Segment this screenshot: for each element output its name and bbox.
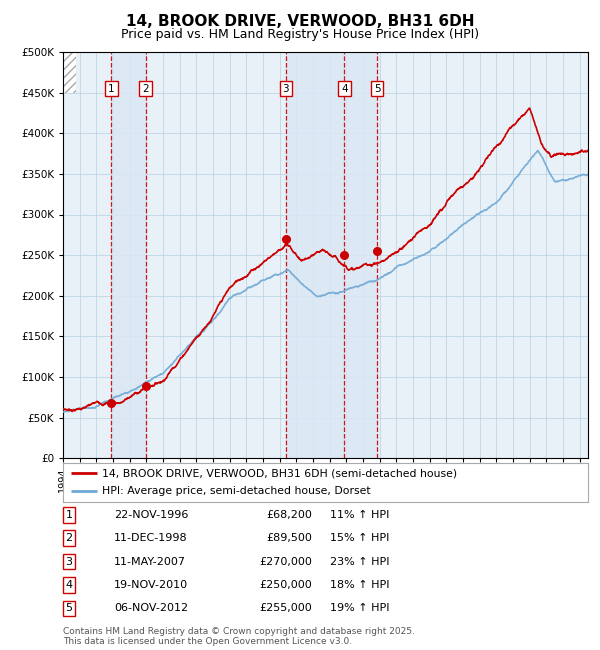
Text: 23% ↑ HPI: 23% ↑ HPI <box>330 556 389 567</box>
Text: 06-NOV-2012: 06-NOV-2012 <box>114 603 188 614</box>
Text: 2: 2 <box>142 84 149 94</box>
Bar <box>344 52 377 458</box>
Text: 11-DEC-1998: 11-DEC-1998 <box>114 533 188 543</box>
Text: 19% ↑ HPI: 19% ↑ HPI <box>330 603 389 614</box>
Bar <box>112 52 146 458</box>
Text: 4: 4 <box>341 84 347 94</box>
Bar <box>63 52 76 92</box>
Text: 19-NOV-2010: 19-NOV-2010 <box>114 580 188 590</box>
Text: 15% ↑ HPI: 15% ↑ HPI <box>330 533 389 543</box>
Text: 18% ↑ HPI: 18% ↑ HPI <box>330 580 389 590</box>
Text: 2: 2 <box>65 533 73 543</box>
Text: 4: 4 <box>65 580 73 590</box>
Text: £250,000: £250,000 <box>259 580 312 590</box>
Text: 5: 5 <box>374 84 380 94</box>
Text: This data is licensed under the Open Government Licence v3.0.: This data is licensed under the Open Gov… <box>63 637 352 646</box>
Text: £270,000: £270,000 <box>259 556 312 567</box>
Text: 1: 1 <box>65 510 73 520</box>
Text: 22-NOV-1996: 22-NOV-1996 <box>114 510 188 520</box>
Text: 14, BROOK DRIVE, VERWOOD, BH31 6DH (semi-detached house): 14, BROOK DRIVE, VERWOOD, BH31 6DH (semi… <box>103 469 458 478</box>
Text: £68,200: £68,200 <box>266 510 312 520</box>
Text: 3: 3 <box>283 84 289 94</box>
Text: 11-MAY-2007: 11-MAY-2007 <box>114 556 186 567</box>
Text: 1: 1 <box>108 84 115 94</box>
Text: 14, BROOK DRIVE, VERWOOD, BH31 6DH: 14, BROOK DRIVE, VERWOOD, BH31 6DH <box>126 14 474 29</box>
Text: Contains HM Land Registry data © Crown copyright and database right 2025.: Contains HM Land Registry data © Crown c… <box>63 627 415 636</box>
Text: HPI: Average price, semi-detached house, Dorset: HPI: Average price, semi-detached house,… <box>103 486 371 496</box>
Text: £89,500: £89,500 <box>266 533 312 543</box>
Bar <box>286 52 344 458</box>
Text: £255,000: £255,000 <box>259 603 312 614</box>
Text: 11% ↑ HPI: 11% ↑ HPI <box>330 510 389 520</box>
Text: 3: 3 <box>65 556 73 567</box>
Text: 5: 5 <box>65 603 73 614</box>
Text: Price paid vs. HM Land Registry's House Price Index (HPI): Price paid vs. HM Land Registry's House … <box>121 28 479 41</box>
